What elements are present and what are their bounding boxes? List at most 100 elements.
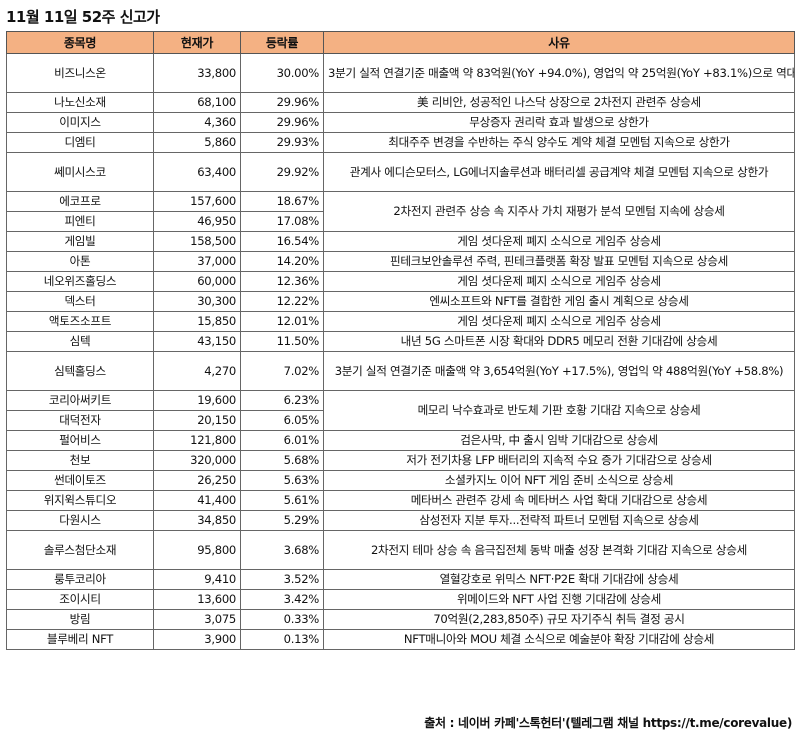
table-row: 위지윅스튜디오 41,400 5.61% 메타버스 관련주 강세 속 메타버스 사업 … <box>6 490 795 511</box>
table-row: 심텍 43,150 11.50% 내년 5G 스마트폰 시장 확대와 DDR5 메모리… <box>6 331 795 352</box>
stock-name: 룽투코리아 <box>6 569 154 590</box>
change-rate: 5.68% <box>240 450 324 471</box>
stock-name: 대덕전자 <box>6 410 154 431</box>
table-row: 액토즈소프트 15,850 12.01% 게임 셧다운제 폐지 소식으로 게임주 상승… <box>6 311 795 332</box>
current-price: 9,410 <box>153 569 241 590</box>
reason-cell: 무상증자 권리락 효과 발생으로 상한가 <box>323 112 795 133</box>
stock-name: 썬데이토즈 <box>6 470 154 491</box>
table-row: 쎄미시스코 63,400 29.92% 관계사 에디슨모터스, LG에너지솔루션과 배… <box>6 152 795 192</box>
reason-cell: 위메이드와 NFT 사업 진행 기대감에 상승세 <box>323 589 795 610</box>
reason-cell: 핀테크보안솔루션 주력, 핀테크플랫폼 확장 발표 모멘텀 지속으로 상승세 <box>323 251 795 272</box>
table-row: 블루베리 NFT 3,900 0.13% NFT매니아와 MOU 체결 소식으로 예술… <box>6 629 795 650</box>
stock-name: 코리아써키트 <box>6 390 154 411</box>
change-rate: 0.13% <box>240 629 324 650</box>
change-rate: 29.93% <box>240 132 324 153</box>
current-price: 3,900 <box>153 629 241 650</box>
reason-cell: 3분기 실적 연결기준 매출액 약 83억원(YoY +94.0%), 영업익 … <box>323 53 795 93</box>
reason-cell: 저가 전기차용 LFP 배터리의 지속적 수요 증가 기대감으로 상승세 <box>323 450 795 471</box>
current-price: 157,600 <box>153 191 241 212</box>
table-row: 조이시티 13,600 3.42% 위메이드와 NFT 사업 진행 기대감에 상승세 <box>6 589 795 610</box>
change-rate: 29.96% <box>240 92 324 113</box>
stock-name: 방림 <box>6 609 154 630</box>
current-price: 158,500 <box>153 231 241 252</box>
stock-name: 덱스터 <box>6 291 154 312</box>
reason-cell: 게임 셧다운제 폐지 소식으로 게임주 상승세 <box>323 231 795 252</box>
table-row: 펄어비스 121,800 6.01% 검은사막, 中 출시 임박 기대감으로 상승세 <box>6 430 795 451</box>
table-row: 솔루스첨단소재 95,800 3.68% 2차전지 테마 상승 속 음극집전체 동박 … <box>6 530 795 570</box>
reason-cell: 검은사막, 中 출시 임박 기대감으로 상승세 <box>323 430 795 451</box>
table-row: 심텍홀딩스 4,270 7.02% 3분기 실적 연결기준 매출액 약 3,654억원… <box>6 351 795 391</box>
reason-cell: 삼성전자 지분 투자...전략적 파트너 모멘텀 지속으로 상승세 <box>323 510 795 531</box>
change-rate: 14.20% <box>240 251 324 272</box>
change-rate: 6.23% <box>240 390 324 411</box>
table-row: 룽투코리아 9,410 3.52% 열혈강호로 위믹스 NFT·P2E 확대 기대감에… <box>6 569 795 590</box>
stock-name: 나노신소재 <box>6 92 154 113</box>
table-row: 방림 3,075 0.33% 70억원(2,283,850주) 규모 자기주식 취득 … <box>6 609 795 630</box>
current-price: 26,250 <box>153 470 241 491</box>
current-price: 95,800 <box>153 530 241 570</box>
change-rate: 29.96% <box>240 112 324 133</box>
reason-cell: 3분기 실적 연결기준 매출액 약 3,654억원(YoY +17.5%), 영… <box>323 351 795 391</box>
stock-name: 디엠티 <box>6 132 154 153</box>
stock-name: 아톤 <box>6 251 154 272</box>
page-title: 11월 11일 52주 신고가 <box>6 8 160 26</box>
current-price: 19,600 <box>153 390 241 411</box>
current-price: 60,000 <box>153 271 241 292</box>
stock-name: 심텍홀딩스 <box>6 351 154 391</box>
header-change: 등락률 <box>240 31 324 54</box>
current-price: 46,950 <box>153 211 241 232</box>
current-price: 4,360 <box>153 112 241 133</box>
change-rate: 5.63% <box>240 470 324 491</box>
table-row: 에코프로 157,600 18.67% 2차전지 관련주 상승 속 지주사 가치 재평… <box>6 191 795 232</box>
current-price: 33,800 <box>153 53 241 93</box>
current-price: 320,000 <box>153 450 241 471</box>
change-rate: 12.36% <box>240 271 324 292</box>
table-row: 다원시스 34,850 5.29% 삼성전자 지분 투자...전략적 파트너 모멘텀 … <box>6 510 795 531</box>
change-rate: 3.52% <box>240 569 324 590</box>
change-rate: 17.08% <box>240 211 324 232</box>
change-rate: 5.61% <box>240 490 324 511</box>
stock-name: 네오위즈홀딩스 <box>6 271 154 292</box>
table-row: 천보 320,000 5.68% 저가 전기차용 LFP 배터리의 지속적 수요 증가… <box>6 450 795 471</box>
current-price: 20,150 <box>153 410 241 431</box>
table-row: 코리아써키트 19,600 6.23% 메모리 낙수효과로 반도체 기판 호황 기대감… <box>6 390 795 431</box>
reason-cell: 메모리 낙수효과로 반도체 기판 호황 기대감 지속으로 상승세 <box>323 390 795 431</box>
stock-table: 종목명 현재가 등락률 사유 비즈니스온 33,800 30.00% 3분기 실적 연… <box>6 31 795 650</box>
change-rate: 3.42% <box>240 589 324 610</box>
stock-name: 에코프로 <box>6 191 154 212</box>
stock-name: 조이시티 <box>6 589 154 610</box>
stock-name: 게임빌 <box>6 231 154 252</box>
reason-cell: 관계사 에디슨모터스, LG에너지솔루션과 배터리셀 공급계약 체결 모멘텀 지… <box>323 152 795 192</box>
table-row: 게임빌 158,500 16.54% 게임 셧다운제 폐지 소식으로 게임주 상승세 <box>6 231 795 252</box>
reason-cell: 소셜카지노 이어 NFT 게임 준비 소식으로 상승세 <box>323 470 795 491</box>
current-price: 5,860 <box>153 132 241 153</box>
stock-name: 이미지스 <box>6 112 154 133</box>
reason-cell: 메타버스 관련주 강세 속 메타버스 사업 확대 기대감으로 상승세 <box>323 490 795 511</box>
table-row: 아톤 37,000 14.20% 핀테크보안솔루션 주력, 핀테크플랫폼 확장 발표 … <box>6 251 795 272</box>
reason-cell: 열혈강호로 위믹스 NFT·P2E 확대 기대감에 상승세 <box>323 569 795 590</box>
reason-cell: 최대주주 변경을 수반하는 주식 양수도 계약 체결 모멘텀 지속으로 상한가 <box>323 132 795 153</box>
reason-cell: 2차전지 테마 상승 속 음극집전체 동박 매출 성장 본격화 기대감 지속으로… <box>323 530 795 570</box>
current-price: 4,270 <box>153 351 241 391</box>
table-body: 비즈니스온 33,800 30.00% 3분기 실적 연결기준 매출액 약 83억원(… <box>6 53 795 650</box>
reason-cell: NFT매니아와 MOU 체결 소식으로 예술분야 확장 기대감에 상승세 <box>323 629 795 650</box>
table-row: 네오위즈홀딩스 60,000 12.36% 게임 셧다운제 폐지 소식으로 게임주 상… <box>6 271 795 292</box>
current-price: 34,850 <box>153 510 241 531</box>
change-rate: 5.29% <box>240 510 324 531</box>
current-price: 15,850 <box>153 311 241 332</box>
stock-name: 블루베리 NFT <box>6 629 154 650</box>
reason-cell: 게임 셧다운제 폐지 소식으로 게임주 상승세 <box>323 271 795 292</box>
table-row: 덱스터 30,300 12.22% 엔씨소프트와 NFT를 결합한 게임 출시 계획으… <box>6 291 795 312</box>
table-row: 나노신소재 68,100 29.96% 美 리비안, 성공적인 나스닥 상장으로 2차… <box>6 92 795 113</box>
table-header-row: 종목명 현재가 등락률 사유 <box>6 31 795 54</box>
reason-cell: 70억원(2,283,850주) 규모 자기주식 취득 결정 공시 <box>323 609 795 630</box>
table-row: 대덕전자 20,150 6.05% <box>6 410 795 431</box>
current-price: 43,150 <box>153 331 241 352</box>
table-row: 비즈니스온 33,800 30.00% 3분기 실적 연결기준 매출액 약 83억원(… <box>6 53 795 93</box>
table-row: 디엠티 5,860 29.93% 최대주주 변경을 수반하는 주식 양수도 계약 체결… <box>6 132 795 153</box>
table-row: 이미지스 4,360 29.96% 무상증자 권리락 효과 발생으로 상한가 <box>6 112 795 133</box>
header-name: 종목명 <box>6 31 154 54</box>
change-rate: 6.05% <box>240 410 324 431</box>
change-rate: 18.67% <box>240 191 324 212</box>
reason-cell: 게임 셧다운제 폐지 소식으로 게임주 상승세 <box>323 311 795 332</box>
